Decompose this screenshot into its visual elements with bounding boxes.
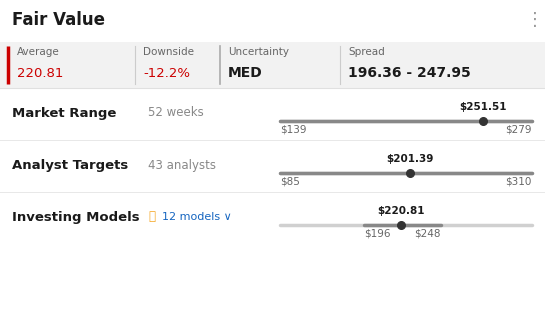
Text: Average: Average: [17, 47, 60, 57]
Text: 12 models ∨: 12 models ∨: [162, 212, 232, 222]
Text: 220.81: 220.81: [17, 67, 63, 80]
Bar: [0, 42, 545, 88]
Text: $201.39: $201.39: [386, 154, 434, 164]
Text: $139: $139: [280, 125, 306, 135]
Text: $85: $85: [280, 177, 300, 187]
Text: Downside: Downside: [143, 47, 194, 57]
Text: $248: $248: [414, 229, 440, 239]
Text: $196: $196: [364, 229, 391, 239]
Text: $310: $310: [506, 177, 532, 187]
Text: $279: $279: [506, 125, 532, 135]
Text: Ⓟ: Ⓟ: [148, 210, 155, 224]
Text: Analyst Targets: Analyst Targets: [12, 158, 128, 171]
Text: Investing Models: Investing Models: [12, 210, 140, 224]
Text: ⋮: ⋮: [526, 11, 544, 29]
Text: Spread: Spread: [348, 47, 385, 57]
Text: MED: MED: [228, 66, 263, 80]
Text: Fair Value: Fair Value: [12, 11, 105, 29]
Text: -12.2%: -12.2%: [143, 67, 190, 80]
Text: $251.51: $251.51: [459, 102, 506, 112]
Text: 43 analysts: 43 analysts: [148, 158, 216, 171]
Text: $220.81: $220.81: [377, 206, 425, 216]
Text: Market Range: Market Range: [12, 107, 117, 119]
Text: 52 weeks: 52 weeks: [148, 107, 204, 119]
Text: 196.36 - 247.95: 196.36 - 247.95: [348, 66, 471, 80]
Text: Uncertainty: Uncertainty: [228, 47, 289, 57]
